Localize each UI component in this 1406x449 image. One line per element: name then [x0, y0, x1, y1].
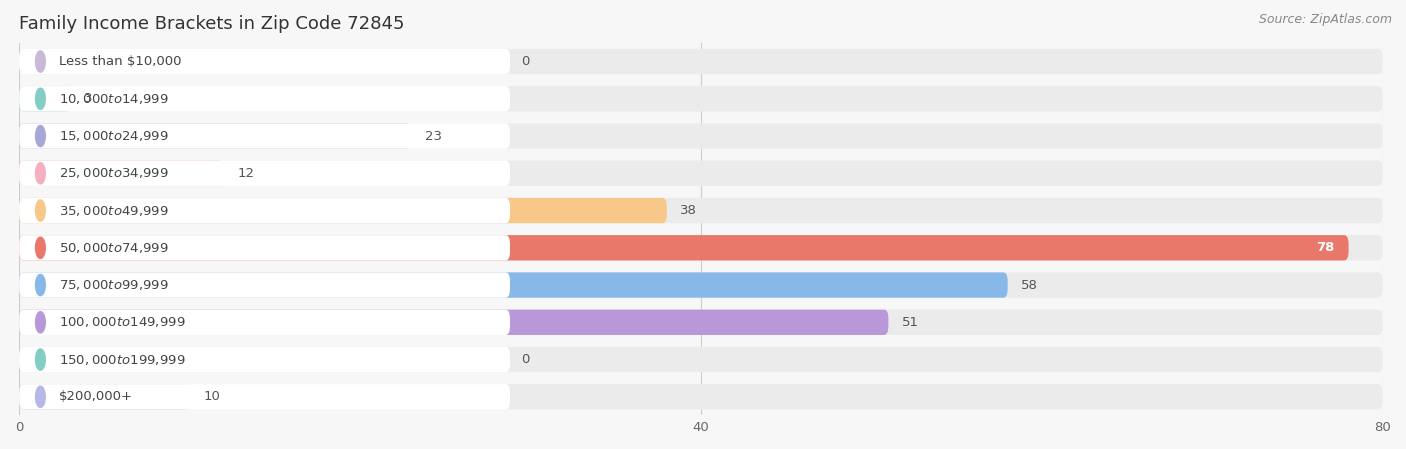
FancyBboxPatch shape [20, 235, 1348, 260]
Text: 58: 58 [1021, 278, 1038, 291]
FancyBboxPatch shape [20, 273, 1008, 298]
Text: $150,000 to $199,999: $150,000 to $199,999 [59, 352, 186, 366]
Text: $35,000 to $49,999: $35,000 to $49,999 [59, 203, 169, 217]
Circle shape [35, 51, 45, 72]
FancyBboxPatch shape [20, 310, 510, 335]
FancyBboxPatch shape [20, 310, 1382, 335]
FancyBboxPatch shape [20, 161, 510, 186]
FancyBboxPatch shape [20, 347, 510, 372]
Text: $25,000 to $34,999: $25,000 to $34,999 [59, 166, 169, 180]
Circle shape [35, 163, 45, 184]
FancyBboxPatch shape [20, 310, 889, 335]
Circle shape [35, 88, 45, 110]
FancyBboxPatch shape [20, 49, 510, 74]
FancyBboxPatch shape [20, 123, 510, 149]
FancyBboxPatch shape [20, 123, 411, 149]
FancyBboxPatch shape [20, 235, 1382, 260]
Text: Less than $10,000: Less than $10,000 [59, 55, 181, 68]
Text: 0: 0 [522, 353, 529, 366]
Circle shape [35, 386, 45, 407]
FancyBboxPatch shape [20, 273, 510, 298]
Text: $50,000 to $74,999: $50,000 to $74,999 [59, 241, 169, 255]
Text: Source: ZipAtlas.com: Source: ZipAtlas.com [1258, 13, 1392, 26]
Text: 3: 3 [84, 92, 93, 105]
FancyBboxPatch shape [20, 86, 1382, 111]
FancyBboxPatch shape [20, 86, 70, 111]
Text: $100,000 to $149,999: $100,000 to $149,999 [59, 315, 186, 329]
FancyBboxPatch shape [20, 161, 224, 186]
Text: 0: 0 [522, 55, 529, 68]
Circle shape [35, 274, 45, 296]
Text: $75,000 to $99,999: $75,000 to $99,999 [59, 278, 169, 292]
Text: $15,000 to $24,999: $15,000 to $24,999 [59, 129, 169, 143]
FancyBboxPatch shape [20, 273, 1382, 298]
Text: $10,000 to $14,999: $10,000 to $14,999 [59, 92, 169, 106]
FancyBboxPatch shape [20, 161, 1382, 186]
Circle shape [35, 125, 45, 147]
Circle shape [35, 312, 45, 333]
Text: 23: 23 [425, 129, 441, 142]
Circle shape [35, 237, 45, 259]
Circle shape [35, 200, 45, 221]
FancyBboxPatch shape [20, 86, 510, 111]
FancyBboxPatch shape [20, 235, 510, 260]
FancyBboxPatch shape [20, 198, 666, 223]
FancyBboxPatch shape [20, 49, 1382, 74]
FancyBboxPatch shape [20, 123, 1382, 149]
FancyBboxPatch shape [20, 198, 510, 223]
FancyBboxPatch shape [20, 347, 1382, 372]
Circle shape [35, 349, 45, 370]
FancyBboxPatch shape [20, 384, 190, 409]
Text: 12: 12 [238, 167, 254, 180]
Text: 10: 10 [204, 390, 221, 403]
FancyBboxPatch shape [20, 384, 510, 409]
FancyBboxPatch shape [20, 198, 1382, 223]
Text: 78: 78 [1316, 241, 1334, 254]
Text: $200,000+: $200,000+ [59, 390, 134, 403]
Text: 51: 51 [903, 316, 920, 329]
FancyBboxPatch shape [20, 384, 1382, 409]
Text: Family Income Brackets in Zip Code 72845: Family Income Brackets in Zip Code 72845 [20, 15, 405, 33]
Text: 38: 38 [681, 204, 697, 217]
